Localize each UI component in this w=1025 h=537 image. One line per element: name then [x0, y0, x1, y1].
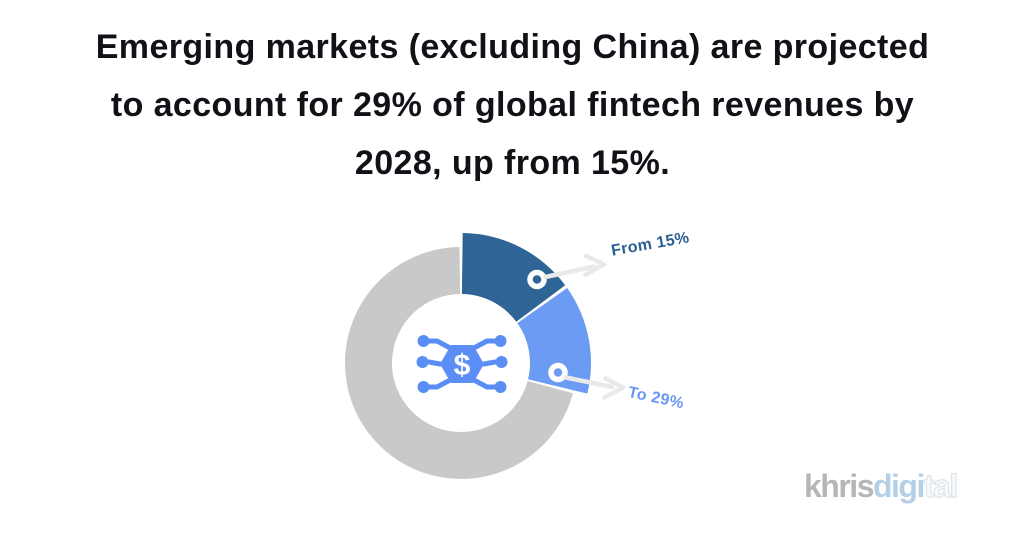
circuit-trace — [426, 338, 455, 352]
watermark-logo: khrisdigital — [804, 467, 959, 505]
circuit-node — [417, 335, 430, 347]
headline-line-2: to account for 29% of global fintech rev… — [110, 86, 915, 124]
hexagon-shape — [440, 345, 484, 383]
circuit-node — [417, 381, 430, 393]
headline-line-3: 2028, up from 15%. — [354, 144, 671, 182]
circuit-trace — [426, 359, 443, 367]
circuit-node — [495, 356, 508, 368]
headline: Emerging markets (excluding China) are p… — [0, 18, 1025, 192]
fintech-dollar-circuit-icon: $ — [416, 335, 508, 393]
watermark-part-3: tal — [923, 467, 959, 504]
watermark-part-1: khris — [804, 468, 874, 504]
callout-arrow-line-from — [543, 264, 597, 280]
watermark-part-2: digi — [872, 468, 925, 504]
circuit-trace — [469, 376, 498, 390]
callout-marker-to — [548, 362, 568, 383]
callout-arrowhead-to — [602, 376, 626, 400]
circuit-node — [416, 356, 429, 368]
circuit-trace — [469, 338, 498, 352]
donut-slice-from-15 — [460, 233, 566, 323]
callout-marker-from — [527, 269, 547, 290]
circuit-trace — [426, 376, 455, 390]
circuit-trace — [481, 359, 498, 367]
headline-line-1: Emerging markets (excluding China) are p… — [95, 28, 930, 66]
callout-arrowhead-from — [583, 253, 607, 277]
circuit-node — [494, 335, 507, 347]
dollar-sign: $ — [454, 349, 471, 382]
donut-slice-remainder — [345, 247, 573, 479]
callout-arrow-line-to — [563, 375, 615, 390]
circuit-node — [494, 381, 507, 393]
